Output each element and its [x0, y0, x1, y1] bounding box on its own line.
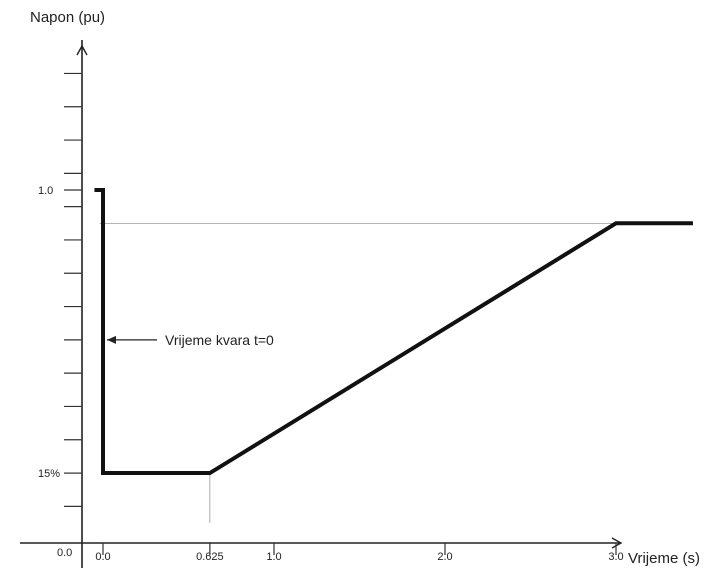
- x-tick-label: 2.0: [437, 551, 452, 563]
- y-tick-label: 1.0: [38, 185, 53, 197]
- reference-lines: [99, 222, 616, 523]
- x-tick-label: 1.0: [266, 551, 281, 563]
- y-axis-label: Napon (pu): [30, 9, 105, 26]
- voltage-line: [94, 188, 693, 476]
- annotation-label: Vrijeme kvara t=0: [165, 332, 274, 348]
- series-group: [94, 188, 693, 476]
- x-axis-label: Vrijeme (s): [628, 550, 700, 567]
- x-tick-label: 3.0: [608, 551, 623, 563]
- x-tick-label: 0.0: [95, 551, 110, 563]
- annotation-arrow-head: [107, 335, 116, 344]
- origin-label: 0.0: [57, 547, 72, 559]
- y-axis-arrow: [76, 44, 88, 56]
- x-tick-label: 0.625: [196, 551, 224, 563]
- x-axis-arrow: [611, 537, 623, 549]
- y-tick-label: 15%: [38, 468, 60, 480]
- axis-ticks: 1.0 15% 0.0 0.625 1.0 2.0 3.0: [38, 72, 624, 563]
- axes: [20, 40, 623, 568]
- annotations: Vrijeme kvara t=0: [107, 332, 274, 348]
